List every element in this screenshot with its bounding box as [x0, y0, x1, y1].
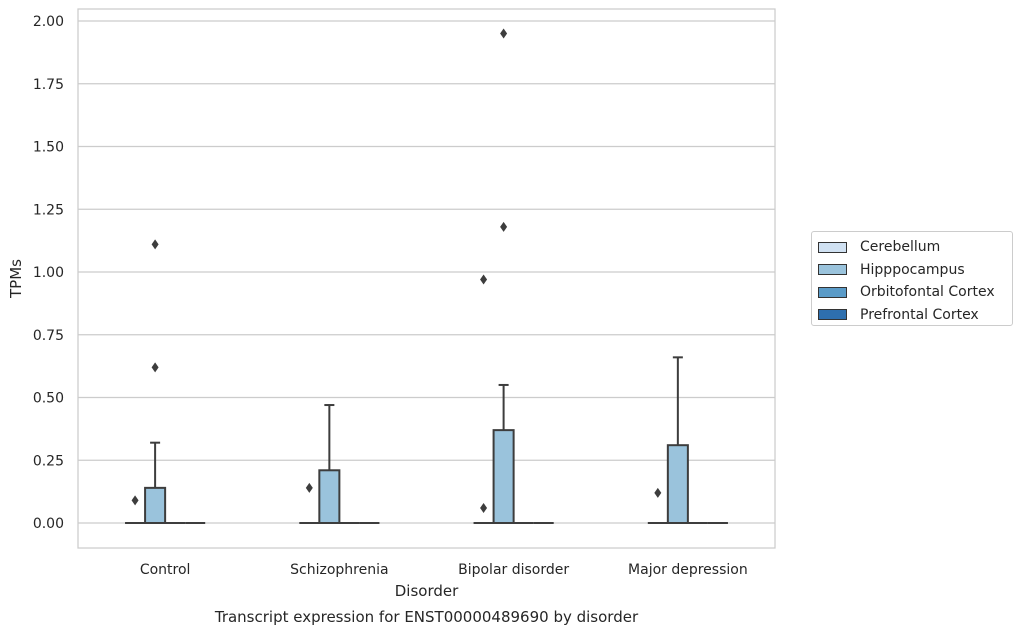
legend-label: Hipppocampus	[860, 261, 965, 278]
grid-lines	[78, 20, 775, 524]
x-tick-labels: Control Schizophrenia Bipolar disorder Majo…	[140, 562, 748, 578]
box-group	[647, 487, 668, 524]
y-tick-label: 0.25	[33, 453, 64, 469]
chart-title: Transcript expression for ENST0000048969…	[214, 608, 639, 626]
outlier-point	[480, 274, 488, 285]
legend-swatch	[818, 241, 847, 253]
outlier-point	[151, 362, 159, 373]
y-axis-label: TPMs	[7, 259, 25, 299]
y-tick-label: 0.00	[33, 516, 64, 532]
legend-item: Hipppocampus	[818, 259, 1012, 282]
box-group	[299, 482, 320, 524]
x-tick-label: Schizophrenia	[290, 562, 388, 578]
legend-label: Orbitofontal Cortex	[860, 284, 995, 301]
box-group	[318, 404, 341, 525]
outlier-point	[480, 502, 488, 513]
box	[492, 429, 515, 525]
outlier-point	[131, 495, 139, 506]
outlier-point	[500, 221, 508, 232]
y-tick-label: 1.50	[33, 140, 64, 156]
x-axis-label: Disorder	[395, 582, 459, 600]
outlier-point	[500, 28, 508, 39]
plot-area-frame	[77, 8, 776, 549]
legend-item: Orbitofontal Cortex	[818, 281, 1012, 304]
legend: Cerebellum Hipppocampus Orbitofontal Corte…	[811, 231, 1013, 326]
y-tick-label: 2.00	[33, 14, 64, 30]
outlier-point	[305, 482, 313, 493]
legend-item: Cerebellum	[818, 236, 1012, 259]
box-group	[473, 274, 494, 524]
box-group	[125, 495, 146, 524]
outlier-point	[654, 487, 662, 498]
box	[666, 444, 689, 524]
y-tick-label: 0.50	[33, 391, 64, 407]
x-tick-label: Major depression	[628, 562, 748, 578]
y-tick-label: 1.00	[33, 265, 64, 281]
x-tick-label: Control	[140, 562, 191, 578]
y-tick-label: 1.75	[33, 77, 64, 93]
box	[144, 486, 167, 524]
y-tick-label: 0.75	[33, 328, 64, 344]
box	[318, 469, 341, 525]
outlier-point	[151, 239, 159, 250]
y-tick-labels: 0.00 0.25 0.50 0.75 1.00 1.25 1.50 1.75 2.00	[33, 14, 64, 532]
legend-swatch	[818, 286, 847, 298]
x-tick-label: Bipolar disorder	[458, 562, 569, 578]
legend-item: Prefrontal Cortex	[818, 304, 1012, 327]
plot-marks	[125, 28, 728, 525]
box-group	[492, 28, 515, 525]
legend-label: Cerebellum	[860, 239, 941, 256]
box-group	[144, 239, 167, 524]
legend-swatch	[818, 264, 847, 276]
legend-label: Prefrontal Cortex	[860, 306, 979, 323]
box-group	[666, 356, 689, 524]
y-tick-label: 1.25	[33, 202, 64, 218]
legend-swatch	[818, 309, 847, 321]
